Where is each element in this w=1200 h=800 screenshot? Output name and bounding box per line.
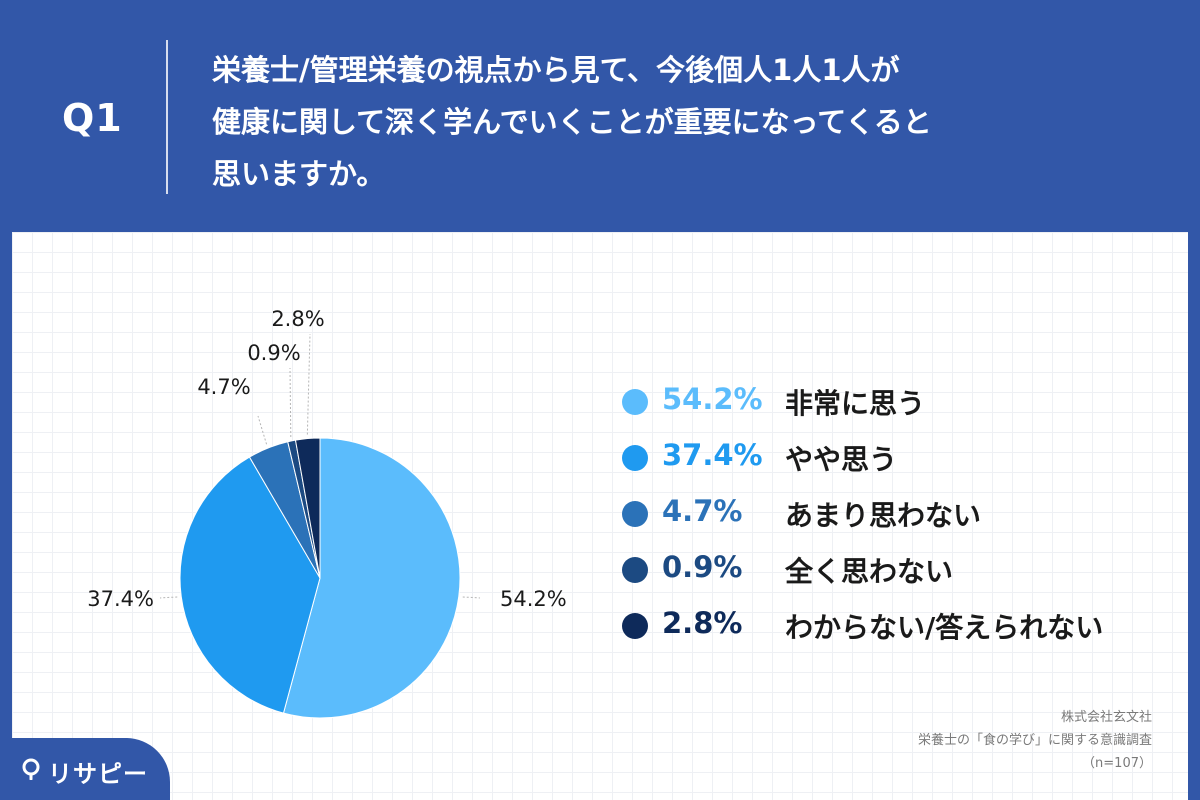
pie-value-label: 0.9% <box>247 341 300 365</box>
question-number: Q1 <box>62 96 123 140</box>
location-pin-icon <box>22 758 40 780</box>
question-line: 思いますか。 <box>212 157 386 191</box>
brand-logo: リサピー <box>0 738 170 800</box>
chart-card: 54.2% 37.4% 4.7% 0.9% 2.8% 54.2% 非常に思う 37.4%… <box>12 232 1188 800</box>
pie-slice <box>282 437 461 719</box>
logo-text: リサピー <box>48 760 148 788</box>
legend-label: 非常に思う <box>785 387 926 420</box>
pie-value-label: 2.8% <box>271 307 324 331</box>
legend-dot <box>622 557 648 583</box>
legend-dot <box>622 501 648 527</box>
source-survey: 栄養士の「食の学び」に関する意識調査 <box>917 733 1152 748</box>
pie-chart: 54.2% 37.4% 4.7% 0.9% 2.8% <box>87 307 567 719</box>
leader-line <box>306 333 311 435</box>
question-line: 栄養士/管理栄養の視点から見て、今後個人1人1人が <box>212 53 900 87</box>
pie-value-label: 54.2% <box>500 587 567 611</box>
leader-line <box>462 596 481 599</box>
legend-value: 37.4% <box>662 438 763 472</box>
legend-dot <box>622 613 648 639</box>
legend-value: 2.8% <box>662 606 743 640</box>
question-line: 健康に関して深く学んでいくことが重要になってくると <box>212 105 932 139</box>
legend-label: やや思う <box>785 443 898 476</box>
question-header: Q1 栄養士/管理栄養の視点から見て、今後個人1人1人が 健康に関して深く学んで… <box>0 0 1200 230</box>
pie-value-label: 37.4% <box>87 587 154 611</box>
leader-line <box>289 367 292 437</box>
legend-dot <box>622 445 648 471</box>
pie-slices <box>179 437 461 719</box>
leader-line <box>159 596 178 599</box>
source-sample-size: （n=107） <box>1082 756 1152 771</box>
legend-label: あまり思わない <box>785 499 982 532</box>
legend-value: 54.2% <box>662 382 763 416</box>
pie-slice <box>179 456 321 714</box>
question-text: 栄養士/管理栄養の視点から見て、今後個人1人1人が 健康に関して深く学んでいくこ… <box>212 44 1112 200</box>
pie-value-label: 4.7% <box>197 375 250 399</box>
pie-slice <box>294 437 321 579</box>
leader-line <box>257 415 268 445</box>
source-note: 株式会社玄文社 栄養士の「食の学び」に関する意識調査 （n=107） <box>918 706 1152 775</box>
legend-value: 4.7% <box>662 494 743 528</box>
legend-label: 全く思わない <box>785 555 954 588</box>
header-divider <box>166 40 168 194</box>
legend-value: 0.9% <box>662 550 743 584</box>
pie-value-labels: 54.2% 37.4% 4.7% 0.9% 2.8% <box>87 307 566 611</box>
source-company: 株式会社玄文社 <box>1060 710 1152 725</box>
legend-label: わからない/答えられない <box>785 611 1104 644</box>
pie-leader-lines <box>159 333 481 599</box>
legend-dot <box>622 389 648 415</box>
